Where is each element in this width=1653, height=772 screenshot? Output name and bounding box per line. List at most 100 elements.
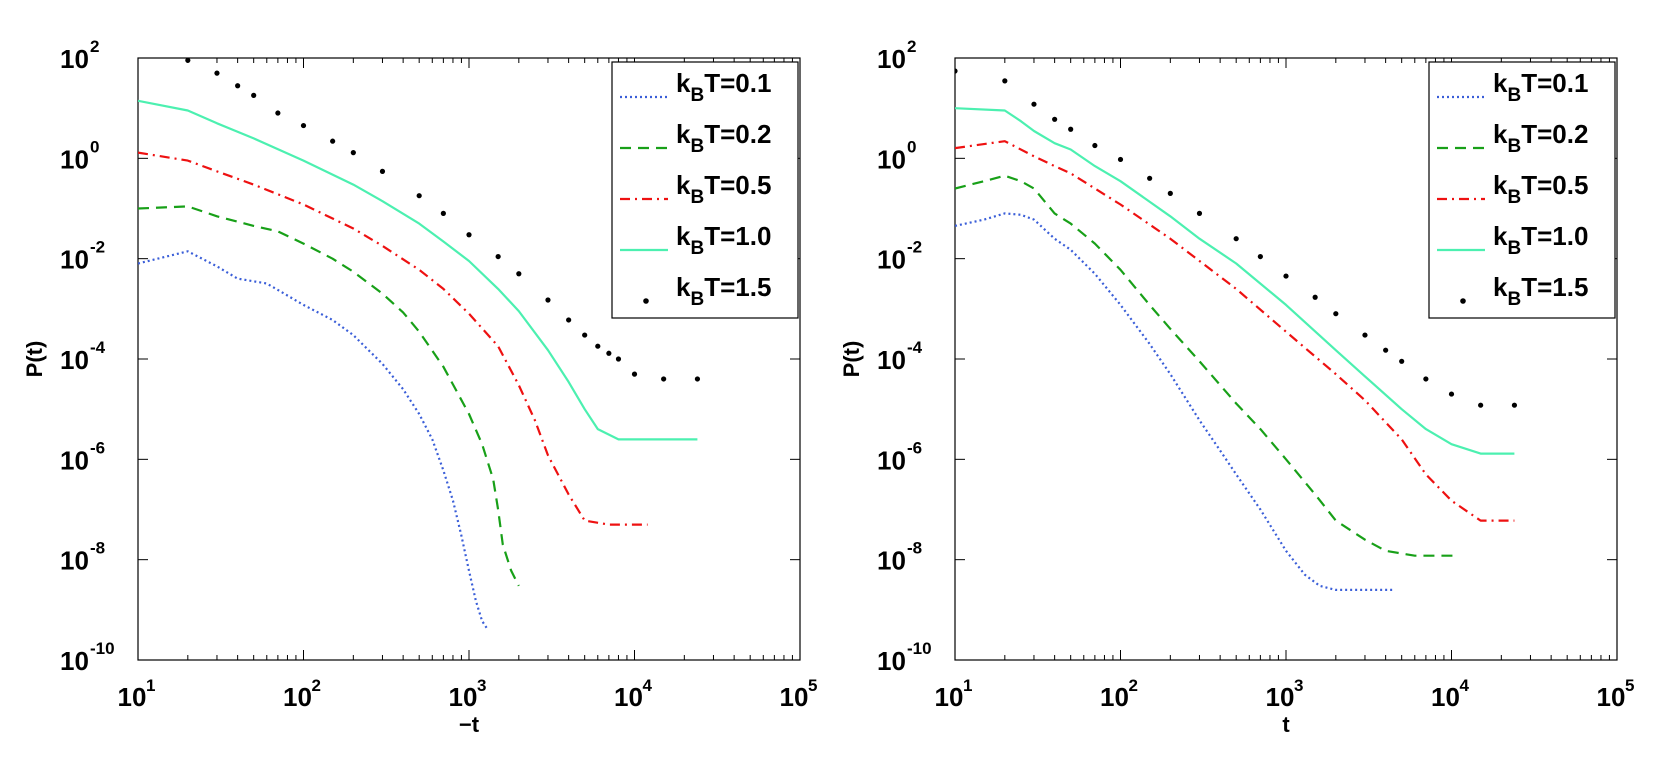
series-kbt-1-5-point [300, 122, 307, 129]
legend-entry-1-5-label: kBT=1.5 [676, 272, 771, 310]
series-kbt-1-5-point [1478, 402, 1484, 408]
series-kbt-1-5-point [955, 68, 958, 74]
series-kbt-0-1-line [138, 250, 489, 631]
series-kbt-1-5-point [379, 168, 386, 174]
x-tick-label: 10 [935, 682, 964, 712]
y-tick-exponent: 0 [907, 137, 916, 156]
y-tick-exponent: -4 [90, 338, 106, 357]
y-tick-exponent: -4 [907, 338, 923, 357]
series-kbt-1-5-point [275, 110, 281, 116]
y-tick-label: 10 [877, 245, 906, 275]
series-kbt-1-0-line [955, 107, 1515, 455]
x-tick-exponent: 4 [643, 676, 653, 695]
series-kbt-1-5-point [1511, 402, 1518, 408]
legend: kBT=0.1 kBT=0.2 kBT=0.5 kBT=1.0 kBT=1.5 [611, 61, 799, 319]
series-kbt-1-5-point [1362, 332, 1368, 338]
series-kbt-1-5-point [1233, 236, 1239, 242]
y-tick-exponent: -8 [907, 539, 922, 558]
series-kbt-1-5-point [1283, 273, 1289, 279]
series-kbt-1-5-point [595, 343, 601, 349]
y-tick-label: 10 [877, 44, 906, 74]
x-tick-exponent: 5 [808, 676, 817, 695]
x-tick-label: 10 [1266, 682, 1295, 712]
y-tick-exponent: -6 [907, 438, 922, 457]
series-kbt-1-5-point [1147, 175, 1153, 181]
y-tick-exponent: -2 [90, 238, 105, 257]
legend-entry-0-1-label: kBT=0.1 [676, 68, 771, 106]
series-group [955, 68, 1518, 591]
x-tick-exponent: 1 [146, 676, 155, 695]
y-tick-label: 10 [877, 646, 906, 676]
x-tick-exponent: 2 [1129, 676, 1138, 695]
series-kbt-1-5-point [1092, 142, 1098, 149]
y-tick-label: 10 [60, 44, 89, 74]
x-tick-label: 10 [780, 682, 809, 712]
y-tick-exponent: -10 [90, 639, 115, 658]
series-kbt-0-2-line [138, 205, 520, 587]
y-tick-label: 10 [877, 345, 906, 375]
series-kbt-1-5-point [1383, 347, 1389, 353]
series-kbt-1-5-point [1196, 210, 1203, 216]
x-tick-label: 10 [449, 682, 478, 712]
series-kbt-1-0-line [138, 99, 698, 441]
x-tick-label: 10 [1100, 682, 1129, 712]
legend-entry-0-5-label: kBT=0.5 [1493, 170, 1588, 208]
y-tick-label: 10 [60, 445, 89, 475]
x-tick-label: 10 [118, 682, 147, 712]
legend-entry-1-5-marker [1460, 298, 1466, 304]
series-kbt-1-5-point [1167, 190, 1173, 196]
series-kbt-1-5-point [330, 138, 336, 144]
y-tick-label: 10 [60, 646, 89, 676]
series-kbt-1-5-point [1448, 391, 1455, 397]
x-tick-label: 10 [614, 682, 643, 712]
series-kbt-1-5-point [631, 371, 638, 377]
y-tick-label: 10 [877, 546, 906, 576]
series-kbt-1-5-point [1399, 358, 1405, 364]
series-kbt-1-5-point [251, 92, 257, 98]
series-kbt-1-5-point [582, 332, 588, 338]
legend-entry-1-5-marker [643, 298, 649, 304]
y-tick-label: 10 [60, 345, 89, 375]
y-axis-label: P(t) [22, 341, 47, 378]
y-tick-exponent: -6 [90, 438, 105, 457]
legend-box [611, 61, 799, 319]
series-kbt-1-5-point [545, 297, 551, 303]
series-kbt-1-5-point [1068, 126, 1074, 132]
series-group [138, 58, 701, 631]
series-kbt-0-1-line [955, 212, 1395, 591]
legend-box [1428, 61, 1616, 319]
y-tick-exponent: -2 [907, 238, 922, 257]
series-kbt-1-5-point [1312, 294, 1318, 300]
series-kbt-1-5-point [516, 271, 522, 277]
legend-entry-0-2-label: kBT=0.2 [676, 119, 771, 157]
y-tick-exponent: 2 [90, 37, 99, 56]
y-tick-label: 10 [877, 144, 906, 174]
y-tick-exponent: 2 [907, 37, 916, 56]
y-tick-label: 10 [60, 546, 89, 576]
series-kbt-1-5-point [1002, 78, 1008, 84]
series-kbt-1-5-point [566, 317, 572, 323]
y-tick-label: 10 [877, 445, 906, 475]
x-tick-exponent: 5 [1625, 676, 1634, 695]
x-tick-label: 10 [283, 682, 312, 712]
series-kbt-1-5-point [1423, 376, 1429, 382]
x-tick-label: 10 [1431, 682, 1460, 712]
y-tick-label: 10 [60, 144, 89, 174]
series-kbt-1-5-point [1333, 311, 1339, 317]
y-tick-exponent: -8 [90, 539, 105, 558]
series-kbt-1-5-point [1117, 156, 1124, 163]
series-kbt-1-5-point [694, 376, 701, 382]
x-tick-exponent: 3 [477, 676, 486, 695]
series-kbt-1-5-point [185, 58, 191, 63]
x-tick-exponent: 3 [1294, 676, 1303, 695]
y-tick-exponent: 0 [90, 137, 99, 156]
series-kbt-1-5-point [1052, 116, 1058, 122]
series-kbt-1-5-point [466, 232, 472, 238]
series-kbt-0-2-line [955, 174, 1459, 557]
legend: kBT=0.1 kBT=0.2 kBT=0.5 kBT=1.0 kBT=1.5 [1428, 61, 1616, 319]
series-kbt-1-5-point [615, 356, 622, 362]
legend-entry-0-2-label: kBT=0.2 [1493, 119, 1588, 157]
